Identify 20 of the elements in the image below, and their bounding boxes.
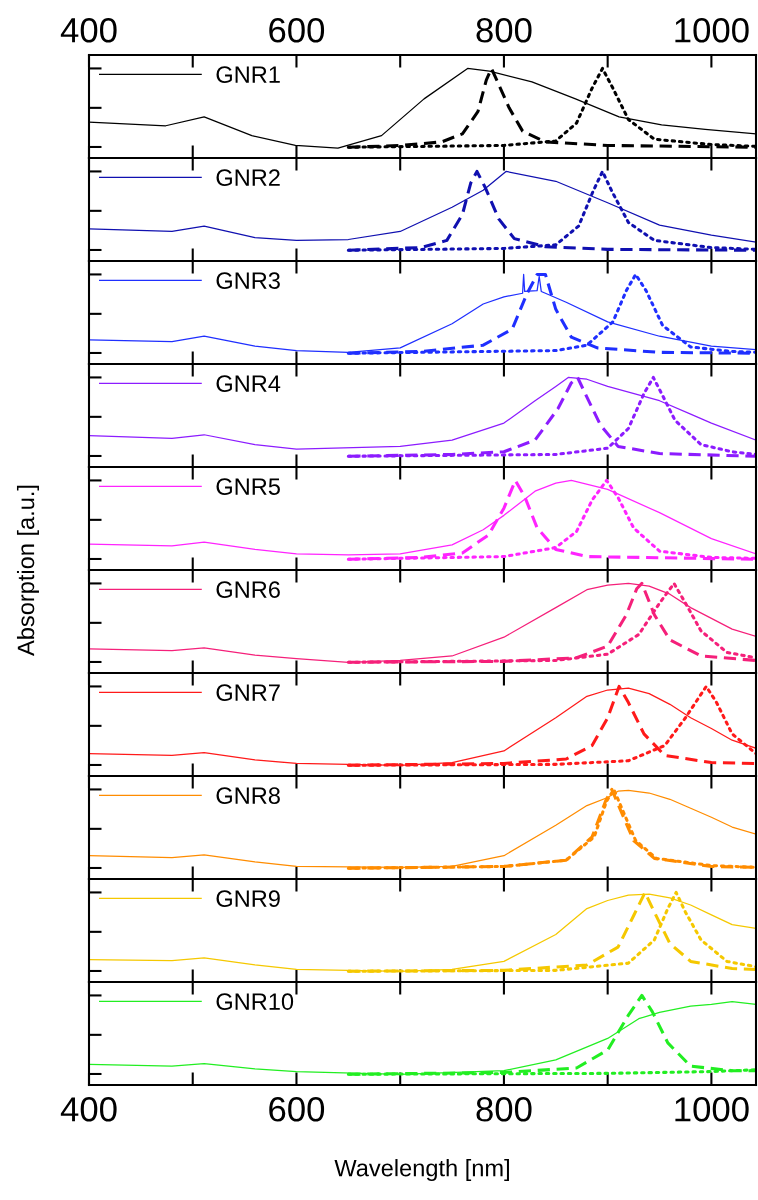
x-tick-label: 800 (476, 1097, 532, 1122)
legend-label: GNR3 (216, 272, 280, 289)
x2-tick-label: 800 (476, 17, 532, 43)
legend-label: GNR2 (216, 169, 280, 186)
x-tick-label: 400 (60, 1097, 117, 1122)
legend-label: GNR5 (216, 478, 280, 495)
x-tick-label: 600 (269, 1097, 325, 1122)
legend-label: GNR8 (216, 787, 280, 804)
x-axis-title: Wavelength [nm] (334, 1159, 509, 1182)
y-axis-title: Absorption [a.u.] (16, 485, 39, 656)
legend-label: GNR4 (216, 375, 281, 392)
legend-label: GNR1 (216, 66, 280, 83)
legend-label: GNR6 (216, 581, 280, 598)
legend-label: GNR7 (216, 684, 280, 701)
x2-tick-label: 400 (60, 17, 117, 43)
x-tick-label: 1000 (675, 1097, 749, 1122)
x2-tick-label: 1000 (675, 17, 749, 43)
x2-tick-label: 600 (269, 17, 325, 43)
legend-label: GNR9 (216, 890, 280, 907)
legend-label: GNR10 (216, 993, 294, 1010)
